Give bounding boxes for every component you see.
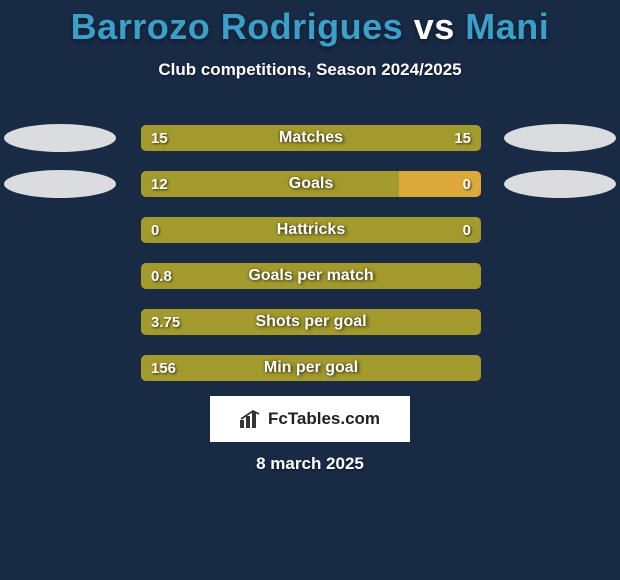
subtitle: Club competitions, Season 2024/2025	[0, 60, 620, 80]
stat-row: 00Hattricks	[0, 212, 620, 258]
player-image-placeholder	[4, 124, 116, 152]
comparison-infographic: Barrozo Rodrigues vs Mani Club competiti…	[0, 0, 620, 580]
stat-row: 3.75Shots per goal	[0, 304, 620, 350]
bar-segment-right	[399, 171, 481, 197]
stat-row: 120Goals	[0, 166, 620, 212]
page-title: Barrozo Rodrigues vs Mani	[0, 0, 620, 48]
bar-segment-left	[141, 263, 481, 289]
player-image-placeholder	[504, 170, 616, 198]
stat-row: 0.8Goals per match	[0, 258, 620, 304]
stat-row: 156Min per goal	[0, 350, 620, 396]
title-player1: Barrozo Rodrigues	[71, 6, 404, 47]
title-player2: Mani	[465, 6, 549, 47]
chart-icon	[240, 410, 262, 428]
date-line: 8 march 2025	[0, 454, 620, 474]
bar-segment-left	[141, 309, 481, 335]
bar-track: 00Hattricks	[140, 216, 482, 244]
player-image-placeholder	[504, 124, 616, 152]
bar-segment-left	[141, 171, 399, 197]
stat-row: 1515Matches	[0, 120, 620, 166]
bar-track: 120Goals	[140, 170, 482, 198]
chart-area: 1515Matches 120Goals 00Hattricks 0.8Goals p…	[0, 120, 620, 396]
brand-text: FcTables.com	[268, 409, 380, 429]
bar-track: 3.75Shots per goal	[140, 308, 482, 336]
player-image-placeholder	[4, 170, 116, 198]
bar-segment-left	[141, 217, 481, 243]
bar-track: 0.8Goals per match	[140, 262, 482, 290]
bar-segment-right	[311, 125, 481, 151]
bar-track: 1515Matches	[140, 124, 482, 152]
brand-box[interactable]: FcTables.com	[210, 396, 410, 442]
bar-segment-left	[141, 125, 311, 151]
title-vs: vs	[414, 6, 455, 47]
bar-track: 156Min per goal	[140, 354, 482, 382]
bar-segment-left	[141, 355, 481, 381]
